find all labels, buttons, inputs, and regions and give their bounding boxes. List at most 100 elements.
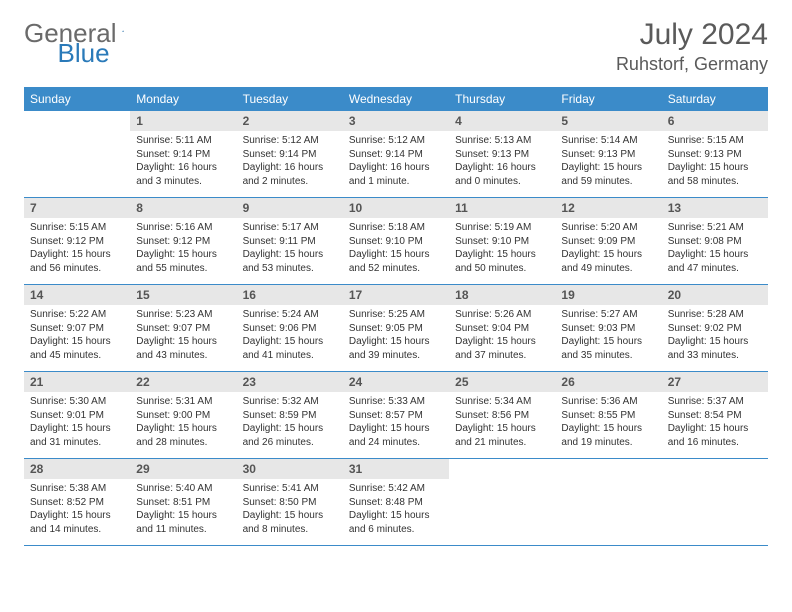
day-body: Sunrise: 5:17 AMSunset: 9:11 PMDaylight:… xyxy=(237,218,343,280)
day-cell: 7Sunrise: 5:15 AMSunset: 9:12 PMDaylight… xyxy=(24,198,130,284)
day-body: Sunrise: 5:18 AMSunset: 9:10 PMDaylight:… xyxy=(343,218,449,280)
day-cell xyxy=(449,459,555,545)
day-body: Sunrise: 5:41 AMSunset: 8:50 PMDaylight:… xyxy=(237,479,343,541)
day-cell: 13Sunrise: 5:21 AMSunset: 9:08 PMDayligh… xyxy=(662,198,768,284)
header: General Blue July 2024 Ruhstorf, Germany xyxy=(24,18,768,75)
sunset-line: Sunset: 9:07 PM xyxy=(30,322,124,336)
sunset-line: Sunset: 8:56 PM xyxy=(455,409,549,423)
logo-sail-icon xyxy=(122,21,124,41)
daylight-line: Daylight: 15 hours and 47 minutes. xyxy=(668,248,762,275)
day-body: Sunrise: 5:13 AMSunset: 9:13 PMDaylight:… xyxy=(449,131,555,193)
daylight-line: Daylight: 15 hours and 33 minutes. xyxy=(668,335,762,362)
sunrise-line: Sunrise: 5:14 AM xyxy=(561,134,655,148)
day-number: 23 xyxy=(237,372,343,392)
sunset-line: Sunset: 9:12 PM xyxy=(136,235,230,249)
sunset-line: Sunset: 9:13 PM xyxy=(455,148,549,162)
sunset-line: Sunset: 9:11 PM xyxy=(243,235,337,249)
day-number: 7 xyxy=(24,198,130,218)
daylight-line: Daylight: 15 hours and 43 minutes. xyxy=(136,335,230,362)
sunset-line: Sunset: 9:04 PM xyxy=(455,322,549,336)
day-cell xyxy=(24,111,130,197)
day-cell: 18Sunrise: 5:26 AMSunset: 9:04 PMDayligh… xyxy=(449,285,555,371)
day-cell: 15Sunrise: 5:23 AMSunset: 9:07 PMDayligh… xyxy=(130,285,236,371)
day-body: Sunrise: 5:12 AMSunset: 9:14 PMDaylight:… xyxy=(237,131,343,193)
sunset-line: Sunset: 9:07 PM xyxy=(136,322,230,336)
sunrise-line: Sunrise: 5:42 AM xyxy=(349,482,443,496)
week-row: 1Sunrise: 5:11 AMSunset: 9:14 PMDaylight… xyxy=(24,111,768,198)
daylight-line: Daylight: 15 hours and 37 minutes. xyxy=(455,335,549,362)
sunrise-line: Sunrise: 5:33 AM xyxy=(349,395,443,409)
sunrise-line: Sunrise: 5:41 AM xyxy=(243,482,337,496)
daylight-line: Daylight: 15 hours and 56 minutes. xyxy=(30,248,124,275)
daylight-line: Daylight: 15 hours and 8 minutes. xyxy=(243,509,337,536)
daylight-line: Daylight: 15 hours and 31 minutes. xyxy=(30,422,124,449)
day-number: 17 xyxy=(343,285,449,305)
sunset-line: Sunset: 9:14 PM xyxy=(243,148,337,162)
sunrise-line: Sunrise: 5:26 AM xyxy=(455,308,549,322)
sunset-line: Sunset: 9:10 PM xyxy=(349,235,443,249)
day-cell: 31Sunrise: 5:42 AMSunset: 8:48 PMDayligh… xyxy=(343,459,449,545)
day-body: Sunrise: 5:32 AMSunset: 8:59 PMDaylight:… xyxy=(237,392,343,454)
day-body: Sunrise: 5:27 AMSunset: 9:03 PMDaylight:… xyxy=(555,305,661,367)
day-body: Sunrise: 5:24 AMSunset: 9:06 PMDaylight:… xyxy=(237,305,343,367)
day-cell: 20Sunrise: 5:28 AMSunset: 9:02 PMDayligh… xyxy=(662,285,768,371)
daylight-line: Daylight: 15 hours and 59 minutes. xyxy=(561,161,655,188)
sunrise-line: Sunrise: 5:11 AM xyxy=(136,134,230,148)
day-number: 3 xyxy=(343,111,449,131)
day-cell: 30Sunrise: 5:41 AMSunset: 8:50 PMDayligh… xyxy=(237,459,343,545)
day-cell: 12Sunrise: 5:20 AMSunset: 9:09 PMDayligh… xyxy=(555,198,661,284)
page-subtitle: Ruhstorf, Germany xyxy=(616,54,768,75)
day-body: Sunrise: 5:16 AMSunset: 9:12 PMDaylight:… xyxy=(130,218,236,280)
day-body: Sunrise: 5:30 AMSunset: 9:01 PMDaylight:… xyxy=(24,392,130,454)
day-number: 5 xyxy=(555,111,661,131)
page-title: July 2024 xyxy=(616,18,768,52)
sunrise-line: Sunrise: 5:15 AM xyxy=(668,134,762,148)
day-of-week-cell: Sunday xyxy=(24,87,130,111)
sunset-line: Sunset: 9:00 PM xyxy=(136,409,230,423)
daylight-line: Daylight: 15 hours and 41 minutes. xyxy=(243,335,337,362)
sunset-line: Sunset: 9:06 PM xyxy=(243,322,337,336)
logo-text-blue: Blue xyxy=(58,38,110,69)
day-number: 21 xyxy=(24,372,130,392)
sunrise-line: Sunrise: 5:12 AM xyxy=(243,134,337,148)
daylight-line: Daylight: 16 hours and 0 minutes. xyxy=(455,161,549,188)
week-row: 14Sunrise: 5:22 AMSunset: 9:07 PMDayligh… xyxy=(24,285,768,372)
day-body: Sunrise: 5:28 AMSunset: 9:02 PMDaylight:… xyxy=(662,305,768,367)
day-number: 27 xyxy=(662,372,768,392)
sunset-line: Sunset: 8:54 PM xyxy=(668,409,762,423)
day-number: 8 xyxy=(130,198,236,218)
day-body: Sunrise: 5:37 AMSunset: 8:54 PMDaylight:… xyxy=(662,392,768,454)
day-cell: 29Sunrise: 5:40 AMSunset: 8:51 PMDayligh… xyxy=(130,459,236,545)
day-body: Sunrise: 5:25 AMSunset: 9:05 PMDaylight:… xyxy=(343,305,449,367)
day-of-week-cell: Monday xyxy=(130,87,236,111)
day-cell: 4Sunrise: 5:13 AMSunset: 9:13 PMDaylight… xyxy=(449,111,555,197)
daylight-line: Daylight: 15 hours and 26 minutes. xyxy=(243,422,337,449)
sunrise-line: Sunrise: 5:40 AM xyxy=(136,482,230,496)
day-cell xyxy=(555,459,661,545)
daylight-line: Daylight: 15 hours and 24 minutes. xyxy=(349,422,443,449)
day-cell: 8Sunrise: 5:16 AMSunset: 9:12 PMDaylight… xyxy=(130,198,236,284)
day-number: 30 xyxy=(237,459,343,479)
day-cell: 6Sunrise: 5:15 AMSunset: 9:13 PMDaylight… xyxy=(662,111,768,197)
day-of-week-cell: Friday xyxy=(555,87,661,111)
daylight-line: Daylight: 15 hours and 19 minutes. xyxy=(561,422,655,449)
day-cell: 27Sunrise: 5:37 AMSunset: 8:54 PMDayligh… xyxy=(662,372,768,458)
day-number: 16 xyxy=(237,285,343,305)
day-number: 13 xyxy=(662,198,768,218)
sunrise-line: Sunrise: 5:28 AM xyxy=(668,308,762,322)
day-number: 25 xyxy=(449,372,555,392)
day-body: Sunrise: 5:40 AMSunset: 8:51 PMDaylight:… xyxy=(130,479,236,541)
daylight-line: Daylight: 15 hours and 21 minutes. xyxy=(455,422,549,449)
daylight-line: Daylight: 15 hours and 53 minutes. xyxy=(243,248,337,275)
sunset-line: Sunset: 9:14 PM xyxy=(136,148,230,162)
sunrise-line: Sunrise: 5:31 AM xyxy=(136,395,230,409)
day-number: 31 xyxy=(343,459,449,479)
sunrise-line: Sunrise: 5:15 AM xyxy=(30,221,124,235)
sunset-line: Sunset: 9:14 PM xyxy=(349,148,443,162)
sunrise-line: Sunrise: 5:21 AM xyxy=(668,221,762,235)
sunrise-line: Sunrise: 5:32 AM xyxy=(243,395,337,409)
day-body: Sunrise: 5:11 AMSunset: 9:14 PMDaylight:… xyxy=(130,131,236,193)
day-number: 4 xyxy=(449,111,555,131)
day-body: Sunrise: 5:12 AMSunset: 9:14 PMDaylight:… xyxy=(343,131,449,193)
day-of-week-cell: Tuesday xyxy=(237,87,343,111)
